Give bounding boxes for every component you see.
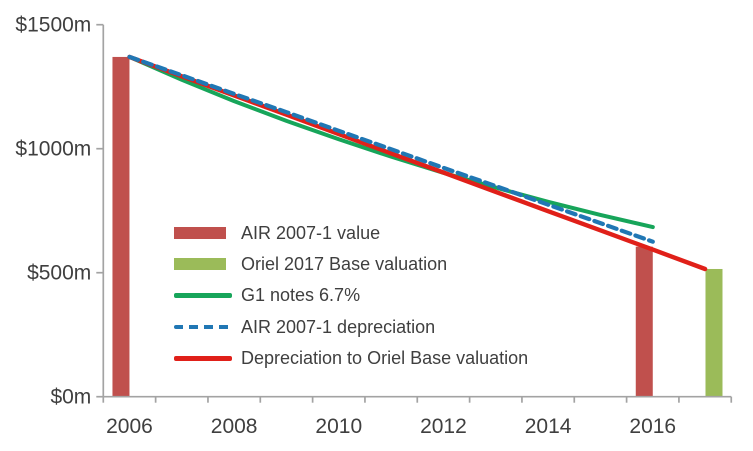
legend-item-depreciation-to-oriel: Depreciation to Oriel Base valuation — [174, 343, 528, 374]
red-bar-swatch-icon — [174, 226, 226, 239]
legend-label: G1 notes 6.7% — [241, 285, 361, 306]
x-axis-tick-label: 2012 — [420, 415, 467, 438]
legend-item-g1-notes: G1 notes 6.7% — [174, 280, 528, 311]
bar-2016 — [635, 246, 653, 397]
bar-2006 — [112, 56, 130, 397]
green-line-swatch-icon — [174, 293, 232, 298]
line-g1-notes-6-7- — [127, 54, 655, 230]
y-axis-tick-label: $0m — [50, 386, 91, 409]
legend-label: Depreciation to Oriel Base valuation — [241, 348, 529, 369]
x-axis-tick-label: 2014 — [525, 415, 572, 438]
y-axis-tick-label: $500m — [27, 262, 91, 285]
line-air-2007-1-depreciation — [127, 54, 655, 244]
blue-dashed-line-swatch-icon — [174, 324, 232, 330]
bar-2017 — [705, 268, 723, 397]
legend-item-air-2007-1-value: AIR 2007-1 value — [174, 217, 528, 248]
legend-item-air-2007-1-depreciation: AIR 2007-1 depreciation — [174, 311, 528, 342]
legend-label: AIR 2007-1 value — [241, 222, 381, 243]
legend-item-oriel-2017-base-valuation: Oriel 2017 Base valuation — [174, 248, 528, 279]
y-axis-tick-label: $1000m — [15, 138, 91, 161]
red-line-swatch-icon — [174, 356, 232, 361]
y-axis-tick-label: $1500m — [15, 14, 91, 37]
x-axis-tick-label: 2006 — [106, 415, 153, 438]
chart-legend: AIR 2007-1 value Oriel 2017 Base valuati… — [174, 217, 528, 374]
x-axis-tick-label: 2010 — [315, 415, 362, 438]
x-axis-tick-label: 2008 — [211, 415, 258, 438]
green-bar-swatch-icon — [174, 258, 226, 271]
legend-label: AIR 2007-1 depreciation — [241, 316, 436, 337]
x-axis-tick-label: 2016 — [629, 415, 676, 438]
legend-label: Oriel 2017 Base valuation — [241, 254, 448, 275]
